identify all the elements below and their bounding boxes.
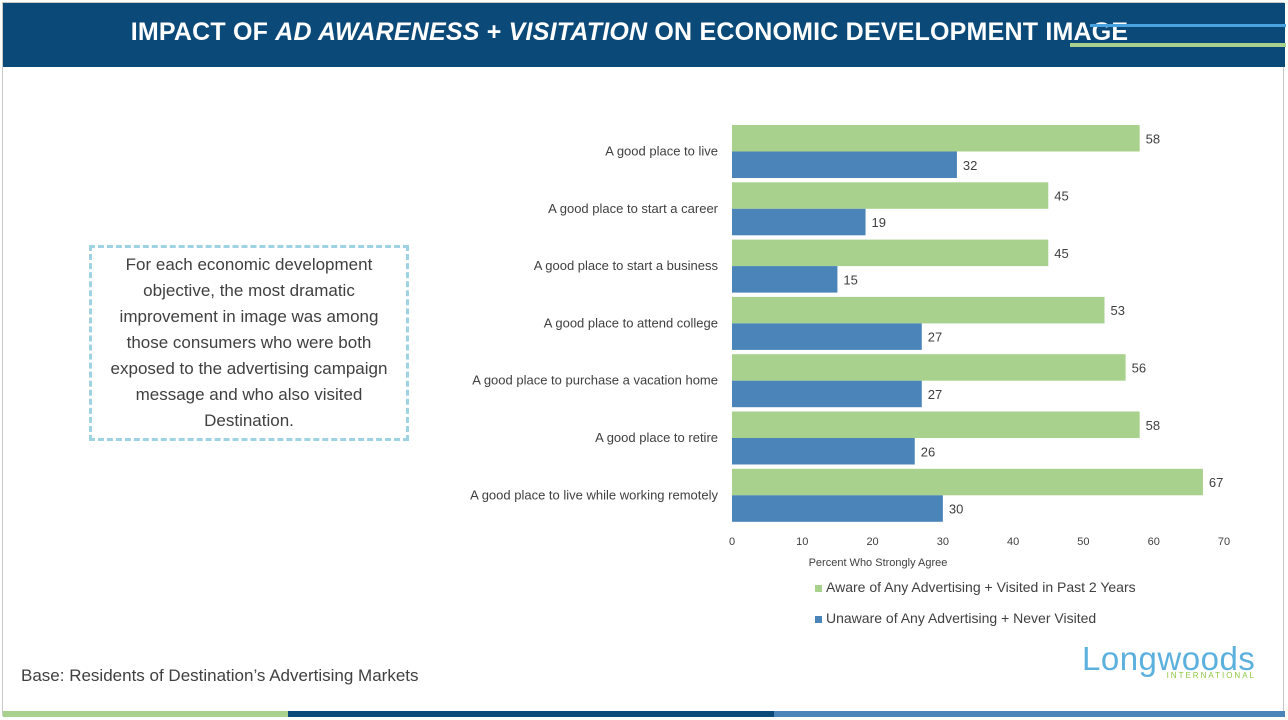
x-tick-label: 40 [1007, 536, 1019, 548]
bar-unaware-never-visited [732, 323, 922, 350]
longwoods-logo: Longwoods INTERNATIONAL [1082, 640, 1258, 684]
legend-swatch [815, 585, 822, 592]
title-part-3: ON ECONOMIC DEVELOPMENT IMAGE [647, 18, 1129, 46]
bar-aware-visited [732, 125, 1140, 152]
category-label: A good place to retire [595, 430, 718, 445]
bar-unaware-never-visited [732, 495, 943, 522]
category-label: A good place to live [605, 144, 718, 159]
logo-wordmark: Longwoods [1082, 640, 1256, 677]
category-label: A good place to live while working remot… [470, 487, 718, 502]
data-label: 58 [1146, 131, 1160, 146]
x-tick-label: 30 [937, 536, 949, 548]
bar-aware-visited [732, 354, 1126, 381]
header-accent-line-green [1070, 43, 1286, 47]
bar-unaware-never-visited [732, 151, 957, 178]
logo-subtitle: INTERNATIONAL [1166, 671, 1256, 680]
data-label: 56 [1132, 360, 1146, 375]
bar-aware-visited [732, 411, 1140, 438]
title-part-2: + [479, 18, 509, 46]
x-axis-title: Percent Who Strongly Agree [809, 557, 948, 569]
category-label: A good place to attend college [544, 315, 718, 330]
x-tick-label: 10 [796, 536, 808, 548]
legend-entry: Unaware of Any Advertising + Never Visit… [826, 610, 1096, 626]
bar-unaware-never-visited [732, 208, 866, 236]
data-label: 30 [949, 502, 963, 517]
data-label: 27 [928, 330, 942, 345]
data-label: 26 [921, 444, 935, 459]
bar-aware-visited [732, 296, 1105, 324]
x-tick-label: 60 [1148, 536, 1160, 548]
bar-unaware-never-visited [732, 438, 915, 465]
data-label: 19 [872, 215, 886, 230]
page-title: IMPACT OF AD AWARENESS + VISITATION ON E… [3, 18, 1256, 47]
bar-aware-visited [732, 182, 1049, 209]
footer-bar-blue [774, 711, 1285, 717]
data-label: 53 [1111, 303, 1125, 318]
x-tick-label: 20 [866, 536, 878, 548]
footer-bar-green [3, 711, 288, 717]
data-label: 58 [1146, 418, 1160, 433]
callout-text: For each economic development objective,… [110, 255, 388, 430]
bar-aware-visited [732, 468, 1203, 496]
footer-bar-navy [288, 711, 774, 717]
category-label: A good place to start a business [534, 258, 719, 273]
bar-aware-visited [732, 239, 1049, 267]
bar-unaware-never-visited [732, 266, 838, 293]
header-accent-line-blue [1090, 24, 1286, 27]
category-label: A good place to purchase a vacation home [472, 373, 718, 388]
title-part-1: IMPACT OF [130, 18, 276, 46]
title-visitation: VISITATION [508, 18, 648, 46]
data-label: 27 [928, 387, 942, 402]
data-label: 67 [1209, 475, 1223, 490]
base-note: Base: Residents of Destination’s Adverti… [21, 666, 419, 685]
title-ad-awareness: AD AWARENESS [275, 18, 480, 46]
x-tick-label: 70 [1218, 536, 1230, 548]
legend-entry: Aware of Any Advertising + Visited in Pa… [826, 579, 1136, 595]
category-label: A good place to start a career [548, 201, 718, 216]
x-tick-label: 0 [729, 536, 735, 548]
data-label: 32 [963, 158, 977, 173]
data-label: 15 [843, 272, 857, 287]
legend-swatch [815, 616, 822, 623]
data-label: 45 [1054, 189, 1068, 204]
callout-box: For each economic development objective,… [89, 245, 409, 441]
header-bar: IMPACT OF AD AWARENESS + VISITATION ON E… [3, 3, 1285, 67]
x-tick-label: 50 [1077, 536, 1089, 548]
bar-unaware-never-visited [732, 380, 922, 408]
data-label: 45 [1054, 246, 1068, 261]
